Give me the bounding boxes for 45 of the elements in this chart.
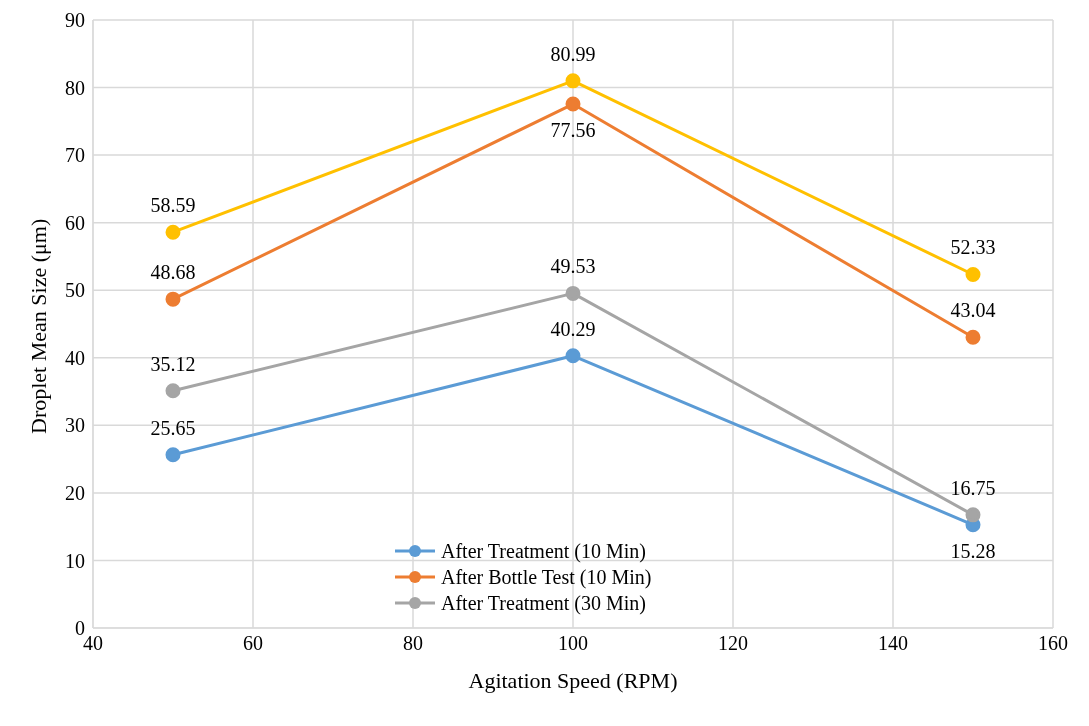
data-label: 48.68	[150, 261, 196, 284]
y-tick-label: 20	[65, 481, 85, 504]
point	[565, 96, 581, 112]
x-tick-label: 160	[1038, 632, 1068, 655]
point	[565, 73, 581, 89]
point	[165, 383, 181, 399]
point	[565, 285, 581, 301]
x-tick-label: 120	[718, 632, 748, 655]
data-label: 40.29	[550, 317, 596, 340]
point	[165, 224, 181, 240]
data-label: 80.99	[550, 42, 596, 65]
x-tick-label: 40	[83, 632, 103, 655]
point	[565, 348, 581, 364]
data-label: 16.75	[950, 476, 996, 499]
point	[965, 507, 981, 523]
data-label: 58.59	[150, 194, 196, 217]
x-axis-title: Agitation Speed (RPM)	[468, 668, 678, 693]
data-label: 43.04	[950, 299, 996, 322]
data-label: 25.65	[150, 416, 196, 439]
point	[165, 447, 181, 463]
y-tick-label: 80	[65, 76, 85, 99]
y-tick-label: 10	[65, 549, 85, 572]
y-tick-label: 70	[65, 144, 85, 167]
y-tick-label: 60	[65, 211, 85, 234]
data-label: 52.33	[950, 236, 996, 259]
data-label: 15.28	[950, 539, 996, 562]
y-tick-label: 90	[65, 9, 85, 32]
y-tick-label: 30	[65, 414, 85, 437]
x-tick-label: 140	[878, 632, 908, 655]
y-tick-label: 50	[65, 279, 85, 302]
data-label: 35.12	[150, 352, 196, 375]
point	[165, 291, 181, 307]
data-label: 77.56	[550, 119, 596, 142]
y-tick-label: 40	[65, 346, 85, 369]
point	[965, 329, 981, 345]
legend-label: After Treatment (10 Min)	[441, 539, 646, 564]
legend-label: After Treatment (30 Min)	[441, 591, 646, 616]
x-tick-label: 80	[403, 632, 423, 655]
y-axis-title: Droplet Mean Size (μm)	[25, 218, 51, 434]
point	[965, 266, 981, 282]
x-tick-label: 60	[243, 632, 263, 655]
legend-label: After Bottle Test (10 Min)	[441, 565, 652, 590]
data-label: 49.53	[550, 255, 596, 278]
y-tick-label: 0	[75, 617, 85, 640]
x-tick-label: 100	[558, 632, 588, 655]
